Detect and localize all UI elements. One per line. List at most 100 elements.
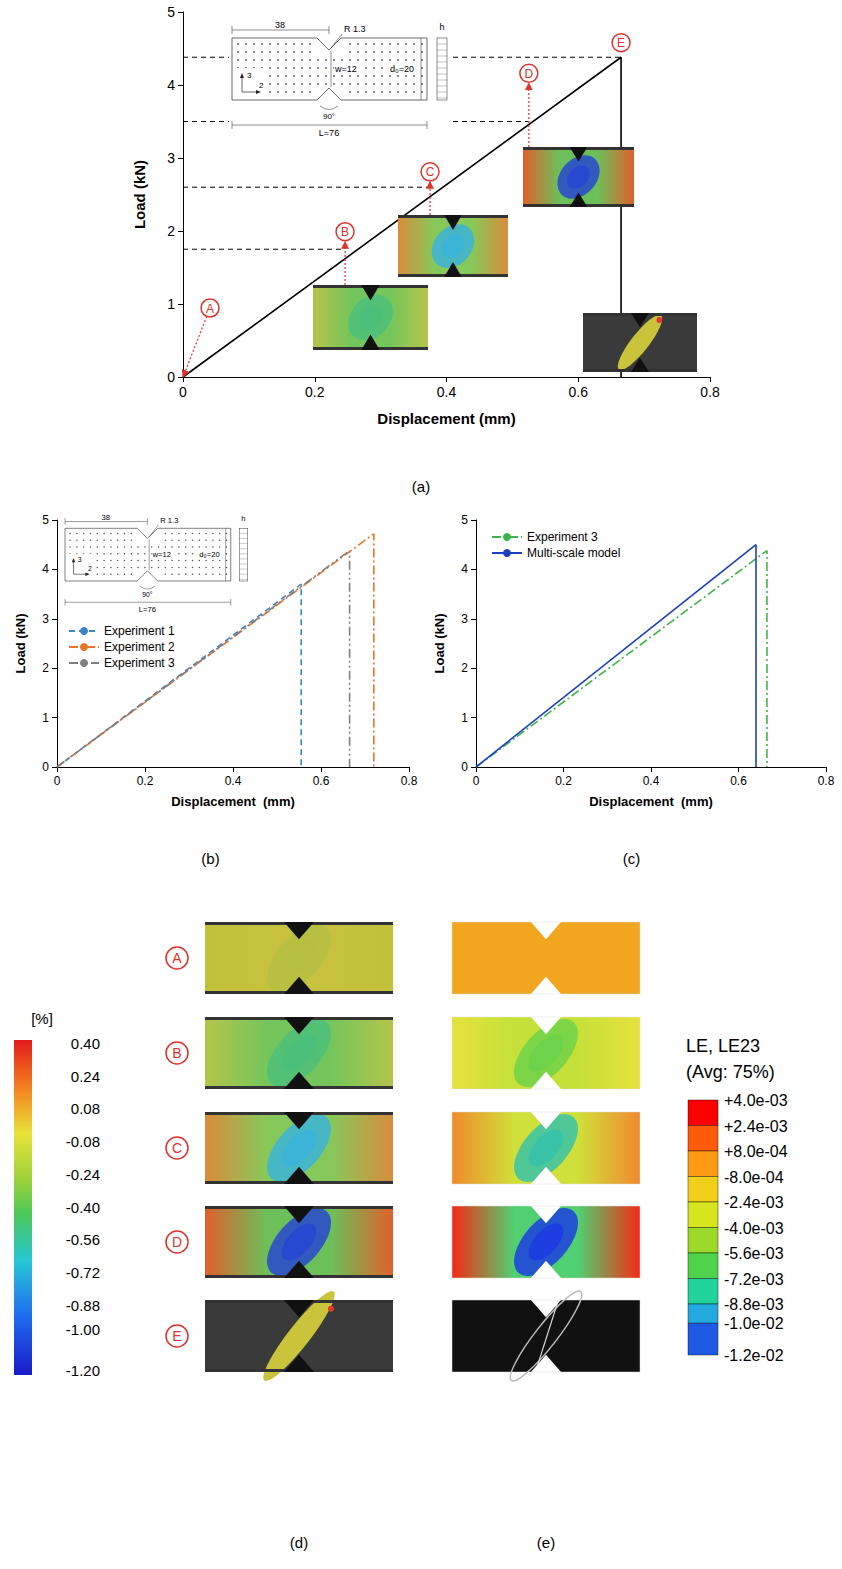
svg-text:38: 38 xyxy=(102,513,111,522)
svg-text:0.4: 0.4 xyxy=(437,384,457,400)
svg-text:Load (kN): Load (kN) xyxy=(131,160,148,229)
svg-text:0.08: 0.08 xyxy=(71,1100,100,1117)
svg-text:L=76: L=76 xyxy=(139,605,156,614)
svg-text:0.6: 0.6 xyxy=(569,384,589,400)
svg-text:0.8: 0.8 xyxy=(700,384,720,400)
svg-text:3: 3 xyxy=(247,71,252,80)
svg-text:h: h xyxy=(241,515,245,524)
svg-text:d₀=20: d₀=20 xyxy=(390,64,414,74)
svg-text:(b): (b) xyxy=(201,850,219,867)
svg-text:1: 1 xyxy=(461,711,468,725)
svg-text:-2.4e-03: -2.4e-03 xyxy=(724,1194,784,1211)
svg-text:1: 1 xyxy=(42,711,49,725)
svg-text:2: 2 xyxy=(167,223,175,239)
svg-text:Displacement (mm): Displacement (mm) xyxy=(589,794,713,809)
svg-text:0.8: 0.8 xyxy=(818,774,835,788)
svg-text:-1.20: -1.20 xyxy=(66,1362,100,1379)
svg-text:4: 4 xyxy=(42,562,49,576)
svg-text:D: D xyxy=(172,1234,182,1250)
svg-text:0.4: 0.4 xyxy=(643,774,660,788)
svg-text:A: A xyxy=(206,302,214,316)
svg-text:38: 38 xyxy=(275,20,285,30)
svg-text:(e): (e) xyxy=(537,1534,555,1551)
svg-text:2: 2 xyxy=(461,661,468,675)
svg-text:Experiment 1: Experiment 1 xyxy=(104,624,175,638)
svg-text:0: 0 xyxy=(42,760,49,774)
svg-text:+2.4e-03: +2.4e-03 xyxy=(724,1118,788,1135)
svg-text:Experiment 3: Experiment 3 xyxy=(104,656,175,670)
svg-text:5: 5 xyxy=(167,4,175,20)
svg-text:0: 0 xyxy=(461,760,468,774)
svg-text:-1.2e-02: -1.2e-02 xyxy=(724,1347,784,1364)
svg-text:0.6: 0.6 xyxy=(313,774,330,788)
svg-text:L=76: L=76 xyxy=(319,128,339,138)
svg-text:Load (kN): Load (kN) xyxy=(432,614,447,674)
svg-text:0.40: 0.40 xyxy=(71,1035,100,1052)
svg-text:A: A xyxy=(172,950,182,966)
svg-text:(d): (d) xyxy=(290,1534,308,1551)
svg-text:(a): (a) xyxy=(412,478,430,495)
svg-text:E: E xyxy=(172,1328,181,1344)
svg-text:-0.24: -0.24 xyxy=(66,1166,100,1183)
svg-text:-1.0e-02: -1.0e-02 xyxy=(724,1315,784,1332)
svg-text:2: 2 xyxy=(259,81,264,90)
svg-text:0.8: 0.8 xyxy=(401,774,418,788)
svg-text:1: 1 xyxy=(167,296,175,312)
svg-text:Experiment 2: Experiment 2 xyxy=(104,640,175,654)
svg-text:3: 3 xyxy=(167,150,175,166)
svg-text:2: 2 xyxy=(88,565,92,572)
svg-text:LE, LE23: LE, LE23 xyxy=(686,1036,760,1056)
svg-text:0.24: 0.24 xyxy=(71,1068,100,1085)
svg-text:-8.8e-03: -8.8e-03 xyxy=(724,1296,784,1313)
svg-text:[%]: [%] xyxy=(31,1010,53,1027)
svg-text:0.2: 0.2 xyxy=(137,774,154,788)
svg-text:-0.88: -0.88 xyxy=(66,1297,100,1314)
svg-text:2: 2 xyxy=(42,661,49,675)
svg-text:3: 3 xyxy=(42,612,49,626)
svg-text:Displacement (mm): Displacement (mm) xyxy=(171,794,295,809)
svg-text:B: B xyxy=(172,1045,181,1061)
svg-text:3: 3 xyxy=(78,556,82,563)
svg-text:0.6: 0.6 xyxy=(730,774,747,788)
svg-text:5: 5 xyxy=(42,513,49,527)
svg-text:R 1.3: R 1.3 xyxy=(344,24,366,34)
svg-text:-0.08: -0.08 xyxy=(66,1133,100,1150)
svg-text:R 1.3: R 1.3 xyxy=(160,516,178,525)
svg-text:Multi-scale model: Multi-scale model xyxy=(527,546,620,560)
svg-text:C: C xyxy=(426,165,435,179)
svg-text:w=12: w=12 xyxy=(152,550,171,559)
svg-text:Experiment 3: Experiment 3 xyxy=(527,530,598,544)
svg-text:-0.40: -0.40 xyxy=(66,1199,100,1216)
svg-text:-8.0e-04: -8.0e-04 xyxy=(724,1169,784,1186)
svg-text:h: h xyxy=(439,22,444,32)
svg-text:B: B xyxy=(341,225,349,239)
svg-text:0: 0 xyxy=(473,774,480,788)
svg-text:5: 5 xyxy=(461,513,468,527)
svg-text:w=12: w=12 xyxy=(334,64,357,74)
svg-text:90°: 90° xyxy=(142,591,153,598)
svg-text:+8.0e-04: +8.0e-04 xyxy=(724,1143,788,1160)
svg-text:0: 0 xyxy=(54,774,61,788)
svg-text:d₀=20: d₀=20 xyxy=(199,550,219,559)
svg-text:0.4: 0.4 xyxy=(225,774,242,788)
svg-text:0.2: 0.2 xyxy=(305,384,325,400)
svg-text:-4.0e-03: -4.0e-03 xyxy=(724,1220,784,1237)
svg-text:-0.72: -0.72 xyxy=(66,1264,100,1281)
svg-text:0.2: 0.2 xyxy=(555,774,572,788)
svg-text:-0.56: -0.56 xyxy=(66,1231,100,1248)
svg-text:0: 0 xyxy=(179,384,187,400)
svg-text:-7.2e-03: -7.2e-03 xyxy=(724,1271,784,1288)
svg-text:+4.0e-03: +4.0e-03 xyxy=(724,1092,788,1109)
svg-text:90°: 90° xyxy=(323,112,335,121)
svg-text:E: E xyxy=(617,36,625,50)
svg-text:D: D xyxy=(525,67,534,81)
svg-text:4: 4 xyxy=(167,77,175,93)
svg-text:Displacement (mm): Displacement (mm) xyxy=(377,410,515,427)
svg-text:0: 0 xyxy=(167,369,175,385)
svg-text:4: 4 xyxy=(461,562,468,576)
svg-text:C: C xyxy=(172,1140,182,1156)
svg-text:3: 3 xyxy=(461,612,468,626)
svg-text:(Avg: 75%): (Avg: 75%) xyxy=(686,1062,775,1082)
svg-text:(c): (c) xyxy=(623,850,641,867)
svg-text:-5.6e-03: -5.6e-03 xyxy=(724,1245,784,1262)
